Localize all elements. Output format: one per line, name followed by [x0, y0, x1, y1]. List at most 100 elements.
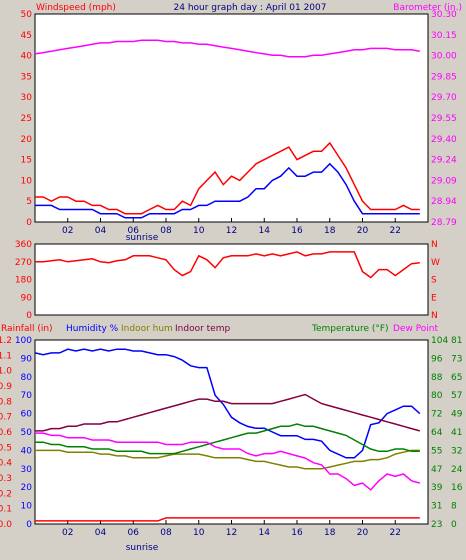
hour-tick-bottom-10: 22 [390, 528, 401, 538]
humidity-ticks: 0 10 20 30 40 50 60 70 80 90 100 [15, 336, 32, 530]
dewpoint-tick-5: 41 [451, 428, 462, 438]
hour-tick-bottom-5: 12 [226, 528, 237, 538]
windspeed-axis-label: Windspeed (mph) [36, 3, 116, 13]
dewpoint-tick-10: 81 [451, 336, 462, 346]
barometer-tick-1: 28.94 [431, 197, 457, 207]
hour-tick-bottom-7: 16 [291, 528, 303, 538]
temp-plot-area [34, 339, 429, 525]
rainfall-tick-11: 1.1 [0, 351, 12, 361]
rainfall-tick-5: 0.5 [0, 443, 12, 453]
barometer-tick-10: 30.30 [431, 10, 457, 20]
hour-tick-7: 16 [291, 226, 303, 236]
windspeed-tick-0: 0 [26, 218, 32, 228]
hour-tick-bottom-1: 04 [95, 528, 107, 538]
windspeed-tick-6: 30 [21, 93, 33, 103]
windspeed-tick-8: 40 [21, 52, 33, 62]
rainfall-line [35, 517, 420, 522]
barometer-tick-8: 30.00 [431, 52, 457, 62]
barometer-axis-label: Barometer (in.) [393, 3, 462, 13]
direction-tick-2: 180 [15, 276, 32, 286]
direction-tick-0: 0 [26, 311, 32, 321]
windspeed-tick-5: 25 [21, 114, 32, 124]
barometer-tick-0: 28.79 [431, 218, 457, 228]
temperature-line [35, 423, 420, 455]
temperature-tick-0: 23 [431, 520, 442, 530]
windspeed-tick-10: 50 [21, 10, 33, 20]
rainfall-tick-7: 0.7 [0, 413, 12, 423]
hour-tick-6: 14 [259, 226, 271, 236]
indoor-hum-label: Indoor hum [121, 324, 173, 334]
windspeed-tick-1: 5 [26, 197, 32, 207]
dewpoint-tick-9: 73 [451, 354, 462, 364]
windspeed-ticks: 0 5 10 15 20 25 30 35 40 45 50 [21, 10, 33, 228]
dewpoint-tick-8: 65 [451, 373, 462, 383]
hour-tick-bottom-3: 08 [160, 528, 172, 538]
hour-tick-9: 20 [357, 226, 369, 236]
temperature-tick-8: 88 [431, 373, 443, 383]
humidity-tick-2: 20 [21, 483, 33, 493]
hour-tick-1: 04 [95, 226, 107, 236]
barometer-tick-2: 29.09 [431, 176, 457, 186]
dewpoint-ticks: 0 8 16 24 32 41 49 57 65 73 81 [451, 336, 463, 530]
hour-tick-bottom-2: 06 [128, 528, 140, 538]
windspeed-tick-7: 35 [21, 72, 32, 82]
rainfall-tick-1: 0.1 [0, 505, 12, 515]
barometer-tick-6: 29.70 [431, 93, 457, 103]
humidity-tick-5: 50 [21, 428, 33, 438]
humidity-tick-10: 100 [15, 336, 32, 346]
windspeed-tick-4: 20 [21, 135, 33, 145]
hour-tick-2: 06 [128, 226, 140, 236]
temperature-tick-2: 39 [431, 483, 443, 493]
wind-barometer-series [34, 39, 420, 219]
dewpoint-line [35, 432, 421, 491]
humidity-line [34, 348, 421, 459]
dewpoint-tick-3: 24 [451, 465, 463, 475]
barometer-tick-5: 29.55 [431, 114, 457, 124]
humidity-tick-4: 40 [21, 446, 33, 456]
temperature-tick-5: 64 [431, 428, 443, 438]
temperature-tick-10: 104 [431, 336, 448, 346]
dewpoint-tick-0: 0 [451, 520, 457, 530]
barometer-tick-3: 29.24 [431, 156, 457, 166]
barometer-tick-7: 29.85 [431, 72, 457, 82]
temperature-tick-1: 31 [431, 502, 442, 512]
temperature-label: Temperature (°F) [311, 324, 389, 334]
indoor-temp-line [35, 393, 421, 432]
windspeed-avg-line [35, 162, 420, 219]
compass-tick-3: W [431, 258, 440, 268]
dewpoint-tick-6: 49 [451, 410, 463, 420]
rainfall-tick-8: 0.8 [0, 397, 12, 407]
chart-title: 24 hour graph day : April 01 2007 [174, 3, 327, 13]
temperature-tick-7: 80 [431, 391, 443, 401]
hour-tick-bottom-8: 18 [324, 528, 336, 538]
compass-tick-4: N [431, 240, 438, 250]
rainfall-tick-12: 1.2 [0, 336, 12, 346]
compass-tick-0: N [431, 311, 438, 321]
hour-tick-bottom-4: 10 [193, 528, 205, 538]
rainfall-tick-0: 0.0 [0, 520, 12, 530]
barometer-ticks: 28.79 28.94 29.09 29.24 29.40 29.55 29.70 29.85… [431, 10, 457, 228]
temperature-tick-3: 47 [431, 465, 442, 475]
temperature-tick-9: 96 [431, 354, 443, 364]
dewpoint-tick-7: 57 [451, 391, 462, 401]
direction-plot-area [34, 243, 429, 316]
compass-tick-2: S [431, 276, 437, 286]
indoor-hum-line [35, 449, 420, 470]
compass-tick-1: E [431, 293, 437, 303]
humidity-tick-9: 90 [21, 354, 33, 364]
temperature-tick-6: 72 [431, 410, 442, 420]
barometer-tick-9: 30.15 [431, 31, 457, 41]
hour-ticks-bottom: 02 04 06 08 10 12 14 16 18 20 22 [62, 520, 401, 538]
dewpoint-tick-1: 8 [451, 502, 457, 512]
rainfall-label: Rainfall (in) [1, 324, 53, 334]
humidity-tick-6: 60 [21, 410, 33, 420]
direction-tick-4: 360 [15, 240, 32, 250]
hour-tick-bottom-6: 14 [259, 528, 271, 538]
hour-tick-10: 22 [390, 226, 401, 236]
rainfall-tick-3: 0.3 [0, 474, 12, 484]
humidity-tick-3: 30 [21, 465, 33, 475]
temperature-tick-4: 55 [431, 446, 442, 456]
